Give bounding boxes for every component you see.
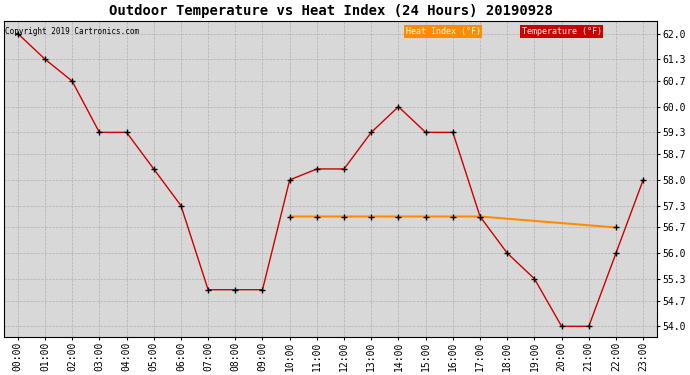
- Text: Copyright 2019 Cartronics.com: Copyright 2019 Cartronics.com: [6, 27, 139, 36]
- Title: Outdoor Temperature vs Heat Index (24 Hours) 20190928: Outdoor Temperature vs Heat Index (24 Ho…: [108, 4, 553, 18]
- Text: Temperature (°F): Temperature (°F): [522, 27, 602, 36]
- Text: Heat Index (°F): Heat Index (°F): [406, 27, 480, 36]
